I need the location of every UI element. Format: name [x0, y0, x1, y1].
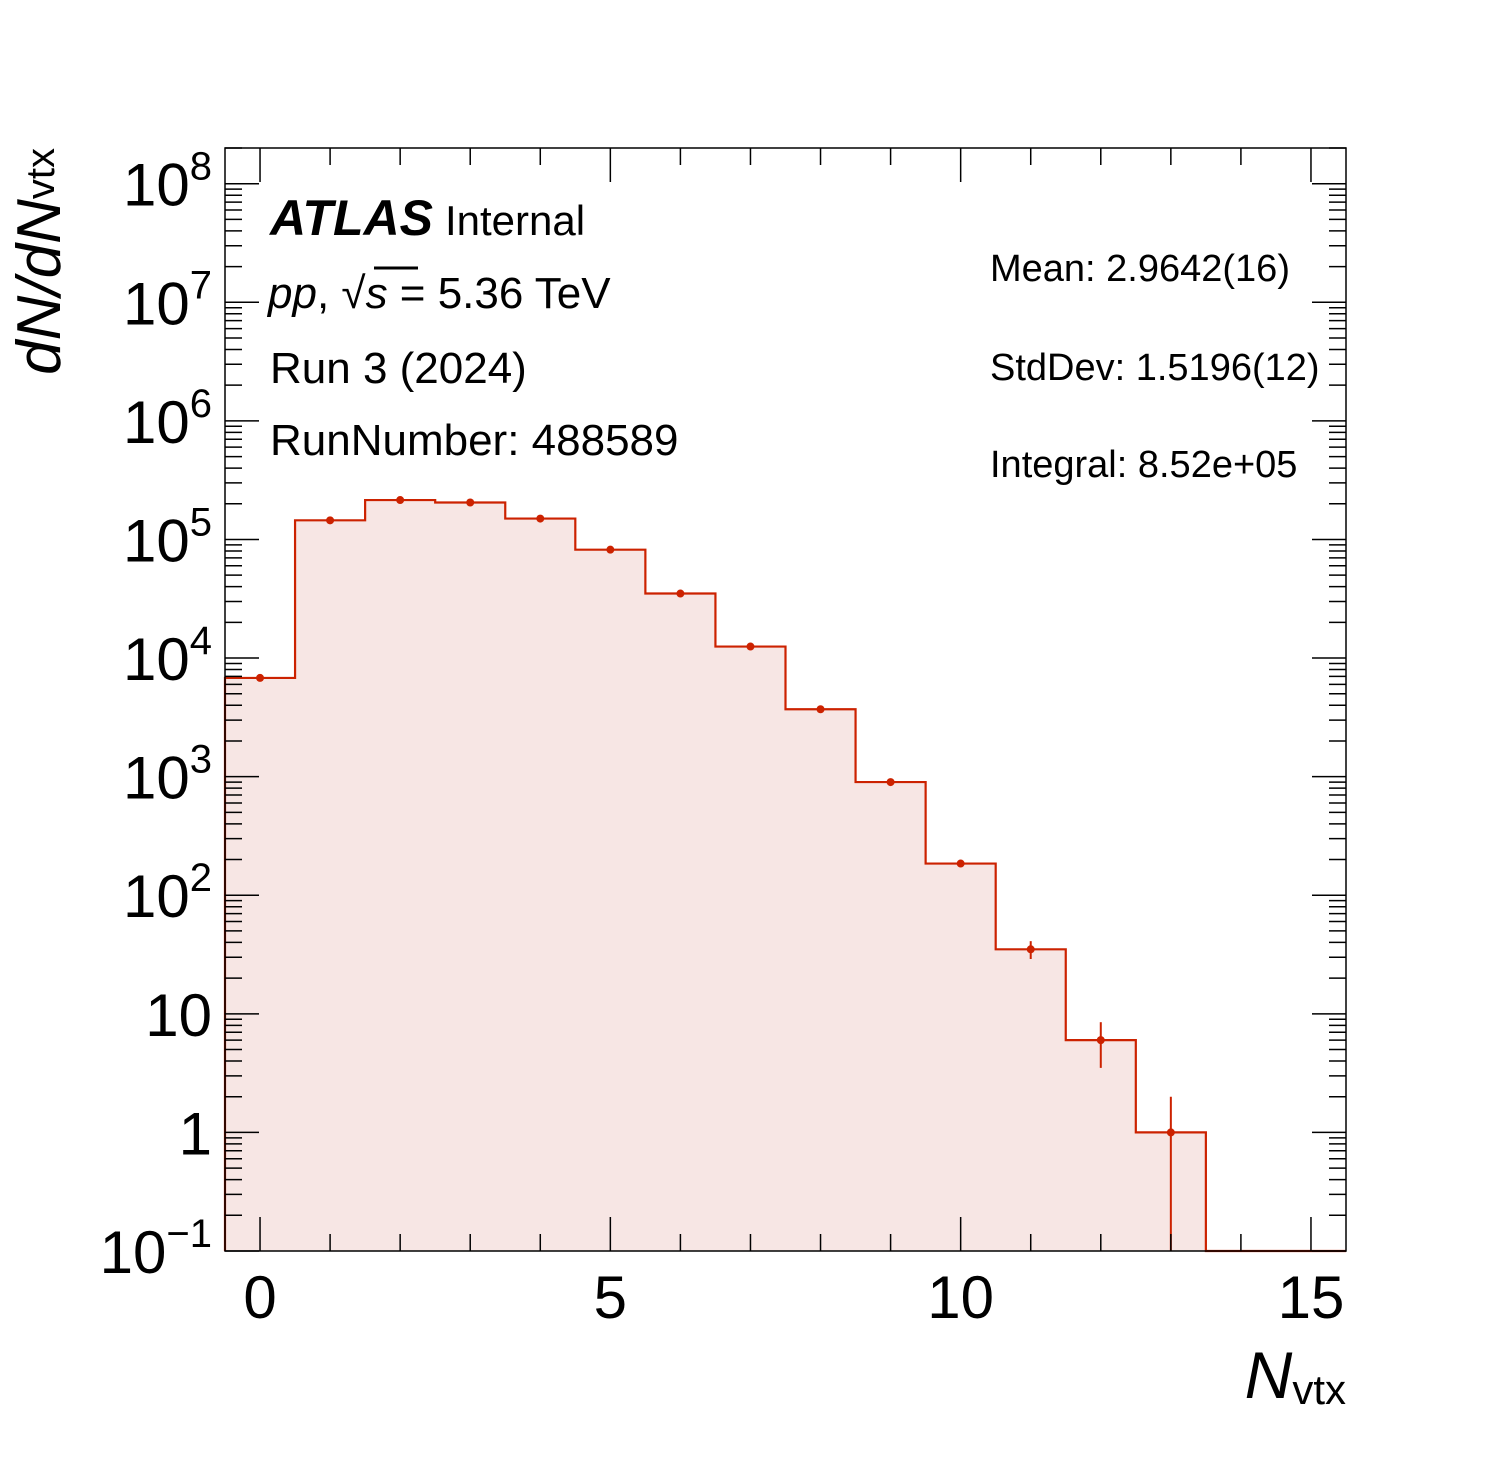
y-tick-label: 108	[123, 145, 212, 219]
x-tick-label: 0	[243, 1264, 276, 1331]
x-axis-title-sub: vtx	[1292, 1366, 1346, 1413]
data-markers	[256, 496, 1175, 1251]
x-tick-label: 15	[1278, 1264, 1345, 1331]
sqrt-symbol: √	[341, 269, 366, 318]
stat-mean: Mean: 2.9642(16)	[990, 248, 1290, 290]
internal-label: Internal	[445, 197, 585, 244]
data-point	[1096, 1036, 1105, 1045]
y-axis-title: dN/dNvtx	[5, 148, 74, 375]
energy-value: = 5.36 TeV	[388, 269, 612, 318]
atlas-logo-text: ATLAS	[268, 190, 433, 246]
data-point	[746, 642, 755, 651]
y-tick-label: 105	[123, 500, 212, 574]
y-tick-label: 107	[123, 263, 212, 337]
x-tick-label: 5	[594, 1264, 627, 1331]
data-point	[536, 514, 545, 523]
data-point	[466, 498, 475, 507]
stat-stddev: StdDev: 1.5196(12)	[990, 347, 1320, 389]
x-tick-label: 10	[927, 1264, 994, 1331]
plot-frame	[224, 147, 1347, 1252]
data-point	[396, 496, 405, 505]
run-number-label: RunNumber: 488589	[270, 416, 678, 465]
data-point	[1166, 1128, 1175, 1137]
y-axis-title-main: dN/dN	[5, 199, 74, 375]
sqrt-s-label: s	[366, 269, 388, 318]
y-tick-label: 103	[123, 738, 212, 812]
y-tick-label: 104	[123, 619, 212, 693]
axis-ticks	[225, 147, 1346, 1252]
y-tick-label: 106	[123, 382, 212, 456]
y-tick-label: 102	[123, 856, 212, 930]
data-point	[886, 778, 895, 787]
histogram-fill-area	[225, 500, 1346, 1251]
data-point	[326, 516, 335, 525]
y-axis-title-sub: vtx	[19, 148, 63, 199]
data-point	[816, 705, 825, 714]
stat-integral: Integral: 8.52e+05	[990, 444, 1297, 486]
y-tick-label: 1	[179, 1100, 212, 1167]
y-tick-label: 10	[145, 982, 212, 1049]
axis-tick-labels: 0 5 10 15 10−1 1 10 102 103 104 105 106 107 108	[100, 145, 1345, 1331]
atlas-label: ATLAS Internal	[268, 190, 585, 246]
data-point	[606, 545, 615, 554]
y-tick-label: 10−1	[100, 1212, 212, 1286]
data-point	[676, 589, 685, 598]
pp-label: pp	[266, 269, 317, 318]
data-point	[1026, 945, 1035, 954]
x-axis-title: Nvtx	[1245, 1338, 1346, 1413]
histogram-fill	[225, 500, 1346, 1251]
run-label: Run 3 (2024)	[270, 344, 527, 393]
data-point	[256, 673, 265, 682]
x-axis-title-main: N	[1245, 1338, 1293, 1412]
data-point	[956, 859, 965, 868]
energy-label: pp, √s = 5.36 TeV	[266, 269, 611, 318]
